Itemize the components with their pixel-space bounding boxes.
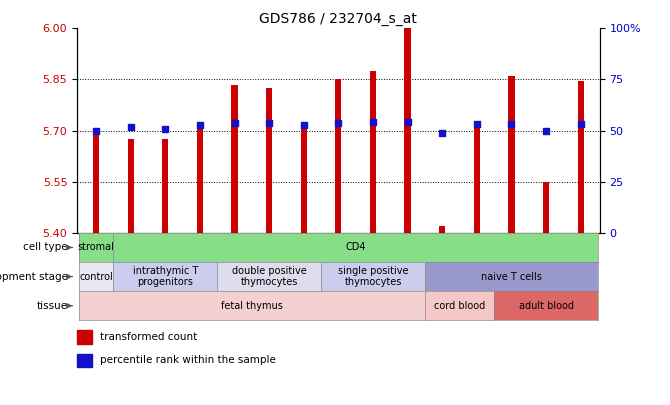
Point: [160, 126, 171, 132]
Bar: [162, 139, 168, 233]
Point: [333, 120, 344, 126]
Text: adult blood: adult blood: [519, 301, 574, 311]
Text: tissue: tissue: [37, 301, 68, 311]
Point: [90, 127, 101, 134]
Text: percentile rank within the sample: percentile rank within the sample: [100, 355, 275, 365]
Bar: [127, 139, 134, 233]
Text: intrathymic T
progenitors: intrathymic T progenitors: [133, 266, 198, 288]
Bar: [231, 85, 238, 233]
Bar: [439, 226, 446, 233]
Bar: [197, 124, 203, 233]
Text: fetal thymus: fetal thymus: [221, 301, 283, 311]
Text: transformed count: transformed count: [100, 332, 197, 342]
Bar: [335, 79, 342, 233]
Point: [194, 122, 205, 129]
Point: [298, 122, 309, 128]
Point: [541, 127, 551, 134]
Text: naive T cells: naive T cells: [481, 272, 542, 281]
Bar: [93, 130, 99, 233]
Bar: [509, 76, 515, 233]
Bar: [474, 124, 480, 233]
Bar: [405, 28, 411, 233]
Text: control: control: [79, 272, 113, 281]
Point: [576, 121, 586, 127]
Point: [125, 124, 136, 130]
Bar: [578, 81, 584, 233]
Bar: [77, 330, 92, 344]
Bar: [301, 126, 307, 233]
Point: [264, 120, 275, 127]
Text: single positive
thymocytes: single positive thymocytes: [338, 266, 408, 288]
Text: development stage: development stage: [0, 272, 68, 281]
Bar: [370, 71, 376, 233]
Text: double positive
thymocytes: double positive thymocytes: [232, 266, 306, 288]
Point: [368, 119, 379, 125]
Text: cell type: cell type: [23, 243, 68, 252]
Point: [437, 130, 448, 136]
Point: [229, 120, 240, 126]
Text: CD4: CD4: [346, 243, 366, 252]
Text: cord blood: cord blood: [434, 301, 485, 311]
Point: [402, 119, 413, 125]
Text: stromal: stromal: [78, 243, 115, 252]
Bar: [266, 88, 272, 233]
Bar: [77, 354, 92, 367]
Point: [472, 121, 482, 128]
Bar: [543, 182, 549, 233]
Title: GDS786 / 232704_s_at: GDS786 / 232704_s_at: [259, 12, 417, 26]
Point: [506, 121, 517, 128]
